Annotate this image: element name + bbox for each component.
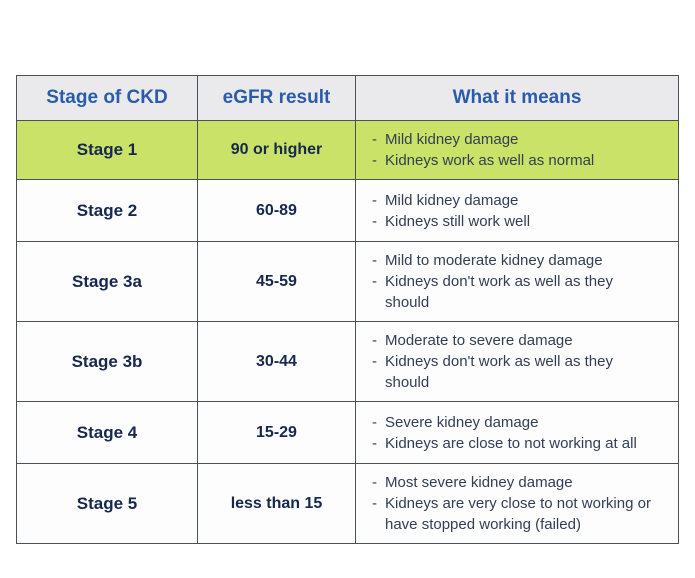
means-cell: - Mild to moderate kidney damage - Kidne… — [355, 241, 679, 322]
means-cell: - Severe kidney damage - Kidneys are clo… — [355, 401, 679, 464]
column-header-stage: Stage of CKD — [16, 75, 198, 121]
table-row-stage-3b: Stage 3b 30-44 - Moderate to severe dama… — [16, 321, 679, 402]
table-row-stage-5: Stage 5 less than 15 - Most severe kidne… — [16, 463, 679, 544]
bullet-line: - Kidneys are close to not working at al… — [372, 433, 652, 454]
bullet-line: - Most severe kidney damage — [372, 472, 652, 493]
bullet-text: Mild to moderate kidney damage — [385, 252, 603, 269]
bullet-text: Moderate to severe damage — [385, 332, 573, 349]
table-row-stage-4: Stage 4 15-29 - Severe kidney damage - K… — [16, 401, 679, 464]
means-cell: - Mild kidney damage - Kidneys still wor… — [355, 179, 679, 242]
stage-cell: Stage 2 — [16, 179, 198, 242]
egfr-cell: 15-29 — [197, 401, 356, 464]
bullet-dash: - — [372, 152, 377, 169]
bullet-dash: - — [372, 212, 377, 230]
bullet-line: - Mild kidney damage — [372, 190, 652, 211]
bullet-dash: - — [372, 474, 377, 491]
stage-cell: Stage 3a — [16, 241, 198, 322]
bullet-line: - Kidneys work as well as normal — [372, 150, 652, 171]
bullet-dash: - — [372, 252, 377, 269]
bullet-text: Kidneys don't work as well as they shoul… — [385, 273, 613, 311]
egfr-cell: 30-44 — [197, 321, 356, 402]
stage-cell: Stage 3b — [16, 321, 198, 402]
bullet-dash: - — [372, 273, 377, 290]
bullet-text: Most severe kidney damage — [385, 474, 573, 491]
egfr-cell: 60-89 — [197, 179, 356, 242]
bullet-line: - Mild kidney damage — [372, 129, 652, 150]
bullet-dash: - — [372, 413, 377, 431]
bullet-dash: - — [372, 191, 377, 209]
bullet-line: - Moderate to severe damage — [372, 330, 652, 351]
means-cell: - Moderate to severe damage - Kidneys do… — [355, 321, 679, 402]
bullet-text: Kidneys are very close to not working or… — [385, 495, 651, 533]
bullet-line: - Severe kidney damage — [372, 412, 652, 433]
bullet-text: Kidneys work as well as normal — [385, 152, 595, 169]
bullet-text: Kidneys still work well — [385, 212, 531, 230]
column-header-egfr: eGFR result — [197, 75, 356, 121]
means-cell: - Mild kidney damage - Kidneys work as w… — [355, 120, 679, 180]
stage-cell: Stage 4 — [16, 401, 198, 464]
bullet-text: Kidneys don't work as well as they shoul… — [385, 353, 613, 391]
bullet-line: - Kidneys still work well — [372, 211, 652, 232]
ckd-table: Stage of CKD eGFR result What it means S… — [16, 75, 679, 544]
egfr-cell: 90 or higher — [197, 120, 356, 180]
bullet-dash: - — [372, 353, 377, 370]
table-row-stage-3a: Stage 3a 45-59 - Mild to moderate kidney… — [16, 241, 679, 322]
bullet-line: - Kidneys don't work as well as they sho… — [372, 271, 652, 313]
header-row: Stage of CKD eGFR result What it means — [16, 75, 679, 121]
ckd-stage-table: Stage of CKD eGFR result What it means S… — [16, 75, 679, 544]
column-header-meaning: What it means — [355, 75, 679, 121]
bullet-dash: - — [372, 332, 377, 349]
means-cell: - Most severe kidney damage - Kidneys ar… — [355, 463, 679, 544]
bullet-text: Kidneys are close to not working at all — [385, 434, 637, 452]
bullet-dash: - — [372, 131, 377, 148]
bullet-line: - Mild to moderate kidney damage — [372, 250, 652, 271]
bullet-text: Mild kidney damage — [385, 131, 519, 148]
bullet-dash: - — [372, 495, 377, 512]
table-row-stage-2: Stage 2 60-89 - Mild kidney damage - Kid… — [16, 179, 679, 242]
bullet-dash: - — [372, 434, 377, 452]
bullet-text: Severe kidney damage — [385, 413, 539, 431]
stage-cell: Stage 1 — [16, 120, 198, 180]
stage-cell: Stage 5 — [16, 463, 198, 544]
bullet-line: - Kidneys don't work as well as they sho… — [372, 351, 652, 393]
bullet-text: Mild kidney damage — [385, 191, 519, 209]
egfr-cell: less than 15 — [197, 463, 356, 544]
table-row-stage-1: Stage 1 90 or higher - Mild kidney damag… — [16, 120, 679, 180]
egfr-cell: 45-59 — [197, 241, 356, 322]
bullet-line: - Kidneys are very close to not working … — [372, 493, 652, 535]
